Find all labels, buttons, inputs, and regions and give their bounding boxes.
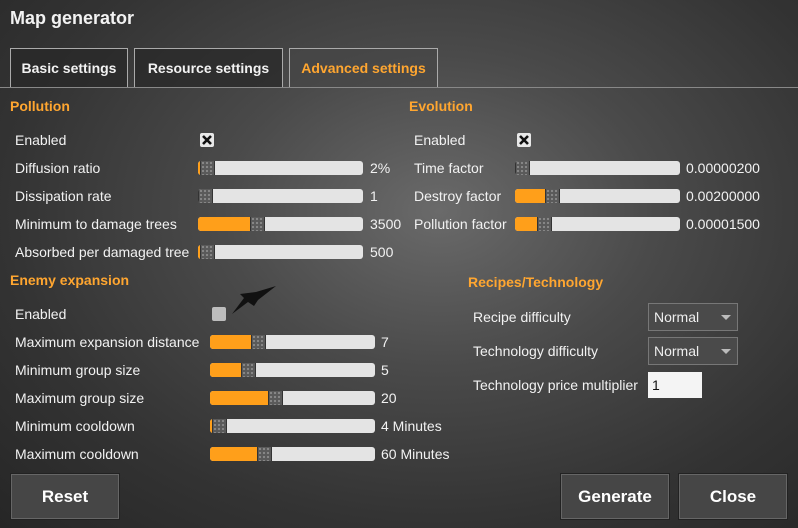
dropdown[interactable]: Normal bbox=[648, 303, 738, 331]
row-label: Enabled bbox=[15, 306, 67, 322]
slider[interactable] bbox=[210, 363, 375, 377]
row-label: Minimum cooldown bbox=[15, 418, 135, 434]
slider-knob[interactable] bbox=[198, 189, 213, 203]
checkbox[interactable] bbox=[517, 133, 531, 147]
slider[interactable] bbox=[198, 217, 363, 231]
slider-fill bbox=[210, 419, 212, 433]
slider[interactable] bbox=[210, 391, 375, 405]
check-mark bbox=[202, 135, 212, 145]
slider-knob[interactable] bbox=[250, 217, 265, 231]
slider-knob[interactable] bbox=[545, 189, 560, 203]
row-value: 0.00000200 bbox=[686, 160, 760, 176]
window-title: Map generator bbox=[10, 8, 135, 28]
dropdown[interactable]: Normal bbox=[648, 337, 738, 365]
row-label: Dissipation rate bbox=[15, 188, 112, 204]
slider-fill bbox=[210, 363, 241, 377]
row-value: 0.00200000 bbox=[686, 188, 760, 204]
slider[interactable] bbox=[210, 447, 375, 461]
button[interactable]: Close bbox=[678, 473, 788, 520]
slider[interactable] bbox=[210, 335, 375, 349]
button[interactable]: Generate bbox=[560, 473, 670, 520]
slider-fill bbox=[210, 391, 268, 405]
row-label: Time factor bbox=[414, 160, 484, 176]
slider[interactable] bbox=[515, 189, 680, 203]
row-value: 3500 bbox=[370, 216, 402, 232]
check-mark bbox=[519, 135, 529, 145]
row-label: Technology price multiplier bbox=[473, 377, 638, 393]
row-value: 5 bbox=[381, 362, 389, 378]
checkbox[interactable] bbox=[200, 133, 214, 147]
slider[interactable] bbox=[515, 161, 680, 175]
row-label: Technology difficulty bbox=[473, 343, 599, 359]
slider-knob[interactable] bbox=[257, 447, 272, 461]
slider[interactable] bbox=[210, 419, 375, 433]
slider-knob[interactable] bbox=[515, 161, 530, 175]
slider-fill bbox=[515, 189, 545, 203]
slider[interactable] bbox=[198, 161, 363, 175]
slider-fill bbox=[210, 335, 251, 349]
row-label: Minimum group size bbox=[15, 362, 141, 378]
text-input[interactable]: 1 bbox=[648, 372, 702, 398]
row-value: 1 bbox=[370, 188, 378, 204]
slider[interactable] bbox=[198, 189, 363, 203]
button[interactable]: Reset bbox=[10, 473, 120, 520]
slider-fill bbox=[515, 217, 537, 231]
arrow-icon bbox=[232, 286, 276, 314]
slider-knob[interactable] bbox=[537, 217, 552, 231]
row-label: Pollution factor bbox=[414, 216, 507, 232]
slider-knob[interactable] bbox=[241, 363, 256, 377]
section-heading: Recipes/Technology bbox=[468, 274, 604, 290]
row-label: Absorbed per damaged tree bbox=[15, 244, 190, 260]
section-heading: Evolution bbox=[409, 98, 473, 114]
row-label: Maximum group size bbox=[15, 390, 145, 406]
row-value: 2% bbox=[370, 160, 391, 176]
row-label: Enabled bbox=[414, 132, 466, 148]
slider-fill bbox=[198, 161, 200, 175]
row-label: Diffusion ratio bbox=[15, 160, 101, 176]
row-label: Maximum cooldown bbox=[15, 446, 139, 462]
section-heading: Enemy expansion bbox=[10, 272, 130, 288]
tab[interactable]: Basic settings bbox=[10, 48, 128, 87]
row-label: Enabled bbox=[15, 132, 67, 148]
slider[interactable] bbox=[198, 245, 363, 259]
row-value: 7 bbox=[381, 334, 389, 350]
row-value: 500 bbox=[370, 244, 394, 260]
slider-knob[interactable] bbox=[200, 161, 215, 175]
row-label: Destroy factor bbox=[414, 188, 502, 204]
row-label: Minimum to damage trees bbox=[15, 216, 177, 232]
slider-knob[interactable] bbox=[212, 419, 227, 433]
section-heading: Pollution bbox=[10, 98, 70, 114]
slider-fill bbox=[210, 447, 257, 461]
tab[interactable]: Resource settings bbox=[134, 48, 283, 87]
tab-divider bbox=[0, 87, 798, 88]
checkbox[interactable] bbox=[212, 307, 226, 321]
slider-knob[interactable] bbox=[200, 245, 215, 259]
row-label: Recipe difficulty bbox=[473, 309, 571, 325]
slider-knob[interactable] bbox=[268, 391, 283, 405]
tab[interactable]: Advanced settings bbox=[289, 48, 438, 87]
row-value: 0.00001500 bbox=[686, 216, 760, 232]
row-label: Maximum expansion distance bbox=[15, 334, 200, 350]
slider-fill bbox=[198, 217, 250, 231]
row-value: 20 bbox=[381, 390, 397, 406]
row-value: 4 Minutes bbox=[381, 418, 442, 434]
row-value: 60 Minutes bbox=[381, 446, 450, 462]
slider-knob[interactable] bbox=[251, 335, 266, 349]
slider[interactable] bbox=[515, 217, 680, 231]
slider-fill bbox=[198, 245, 200, 259]
